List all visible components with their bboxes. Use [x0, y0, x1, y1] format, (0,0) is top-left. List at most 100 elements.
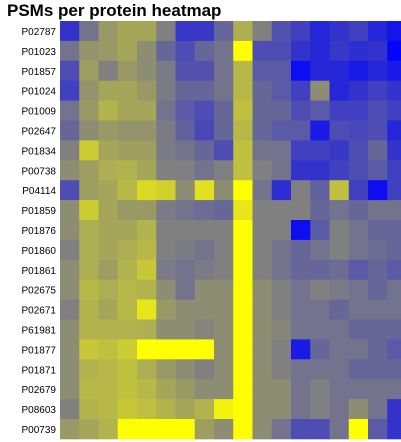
heatmap-cell — [60, 80, 80, 101]
heatmap-cell — [233, 319, 253, 340]
row-label: P01859 — [22, 206, 57, 217]
heatmap-cell — [98, 279, 119, 300]
heatmap-cell — [194, 279, 215, 300]
heatmap-cell — [233, 239, 253, 261]
heatmap-cell — [117, 339, 138, 360]
heatmap-cell — [271, 160, 292, 181]
heatmap-cell — [175, 419, 196, 440]
heatmap-cell — [329, 220, 350, 241]
heatmap-cell — [252, 299, 273, 320]
heatmap-cell — [329, 259, 350, 281]
heatmap-cell — [252, 120, 273, 141]
row-label: P02671 — [22, 306, 57, 317]
heatmap-cell — [79, 40, 99, 62]
row-label: P02675 — [22, 286, 57, 297]
heatmap-cell — [252, 379, 273, 400]
heatmap-cell — [175, 21, 196, 42]
heatmap-cell — [194, 100, 215, 121]
heatmap-cell — [60, 100, 80, 121]
heatmap-cell — [79, 259, 99, 281]
heatmap-cell — [252, 180, 273, 201]
heatmap-cell — [98, 160, 119, 181]
heatmap-cell — [194, 200, 215, 221]
heatmap-cell — [117, 160, 138, 181]
heatmap-cell — [79, 220, 99, 241]
heatmap-cell — [348, 239, 369, 261]
heatmap-cell — [271, 399, 292, 420]
heatmap-cell — [214, 339, 234, 360]
heatmap-cell — [271, 379, 292, 400]
heatmap-cell — [79, 419, 99, 440]
heatmap-cell — [271, 259, 292, 281]
heatmap-cell — [233, 140, 253, 161]
heatmap-cell — [117, 419, 138, 440]
heatmap-cell — [156, 120, 176, 141]
heatmap-cell — [252, 200, 273, 221]
heatmap-cell — [117, 399, 138, 420]
heatmap-cell — [291, 140, 311, 161]
heatmap-cell — [194, 120, 215, 141]
heatmap-cell — [60, 220, 80, 241]
heatmap-cell — [175, 379, 196, 400]
heatmap-cell — [98, 220, 119, 241]
heatmap-cell — [137, 379, 157, 400]
heatmap-cell — [233, 40, 253, 62]
heatmap-cell — [348, 379, 369, 400]
heatmap-cell — [156, 220, 176, 241]
heatmap-cell — [60, 339, 80, 360]
heatmap-cell — [194, 40, 215, 62]
heatmap-cell — [214, 80, 234, 101]
heatmap-cell — [175, 239, 196, 261]
heatmap-cell — [60, 160, 80, 181]
heatmap-cell — [214, 299, 234, 320]
row-label: P00739 — [22, 425, 57, 436]
heatmap-cell — [117, 299, 138, 320]
heatmap-cell — [98, 259, 119, 281]
heatmap-cell — [98, 319, 119, 340]
heatmap-cell — [368, 239, 388, 261]
heatmap-cell — [368, 60, 388, 82]
heatmap-cell — [387, 379, 401, 400]
heatmap-cell — [98, 180, 119, 201]
heatmap-cell — [79, 180, 99, 201]
heatmap-cell — [117, 379, 138, 400]
heatmap-cell — [194, 140, 215, 161]
heatmap-cell — [79, 299, 99, 320]
heatmap-cell — [310, 140, 330, 161]
heatmap-cell — [387, 100, 401, 121]
heatmap-cell — [117, 140, 138, 161]
heatmap-cell — [79, 379, 99, 400]
heatmap-cell — [214, 239, 234, 261]
row-label: P01857 — [22, 67, 57, 78]
heatmap-cell — [291, 40, 311, 62]
heatmap-cell — [310, 279, 330, 300]
row-label: P01861 — [22, 266, 57, 277]
heatmap-cell — [214, 399, 234, 420]
heatmap-cell — [310, 239, 330, 261]
heatmap-cell — [137, 60, 157, 82]
heatmap-cell — [329, 239, 350, 261]
heatmap-cell — [271, 120, 292, 141]
heatmap-cell — [214, 140, 234, 161]
heatmap-cell — [79, 339, 99, 360]
heatmap-cell — [252, 100, 273, 121]
heatmap-cell — [117, 100, 138, 121]
heatmap-cell — [175, 120, 196, 141]
heatmap-cell — [348, 399, 369, 420]
heatmap-cell — [117, 40, 138, 62]
heatmap-cell — [252, 359, 273, 380]
heatmap-cell — [310, 299, 330, 320]
heatmap-cell — [137, 220, 157, 241]
heatmap-cell — [194, 239, 215, 261]
heatmap-cell — [252, 319, 273, 340]
heatmap-cell — [117, 120, 138, 141]
heatmap-cell — [60, 319, 80, 340]
heatmap-cell — [175, 160, 196, 181]
heatmap-cell — [252, 40, 273, 62]
heatmap-cell — [310, 220, 330, 241]
heatmap-cell — [60, 359, 80, 380]
heatmap-cell — [387, 339, 401, 360]
heatmap-cell — [271, 239, 292, 261]
heatmap-cell — [194, 80, 215, 101]
